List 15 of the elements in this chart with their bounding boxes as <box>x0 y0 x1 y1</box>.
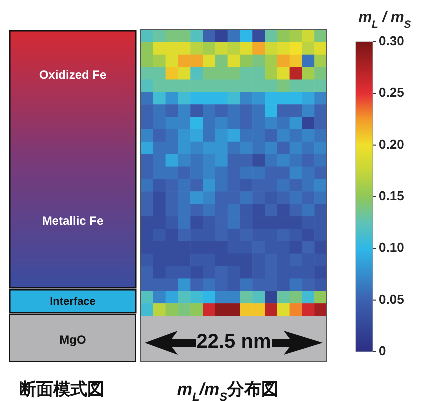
color-bar-label: 0.20 <box>379 136 404 152</box>
text: 断面模式図 <box>20 380 104 400</box>
color-bar-label: 0.30 <box>379 33 404 48</box>
text: Interface <box>50 296 96 308</box>
text: 22.5 nm <box>196 331 272 354</box>
color-bar-label: 0.15 <box>379 188 404 204</box>
color-bar-label: 0.05 <box>379 292 404 307</box>
color-bar-title: m$_{L}$ / m$_{S}$ <box>358 9 412 31</box>
text: Oxidized Fe <box>39 68 107 82</box>
text: MgO <box>60 333 86 348</box>
text: Metallic Fe <box>42 214 104 228</box>
color-bar-label: 0.25 <box>379 85 404 100</box>
color-bar-label: 0 <box>379 343 386 358</box>
text: m$_{L}$/m$_{S}$分布図 <box>177 380 279 401</box>
color-bar-label: 0.10 <box>379 240 404 256</box>
